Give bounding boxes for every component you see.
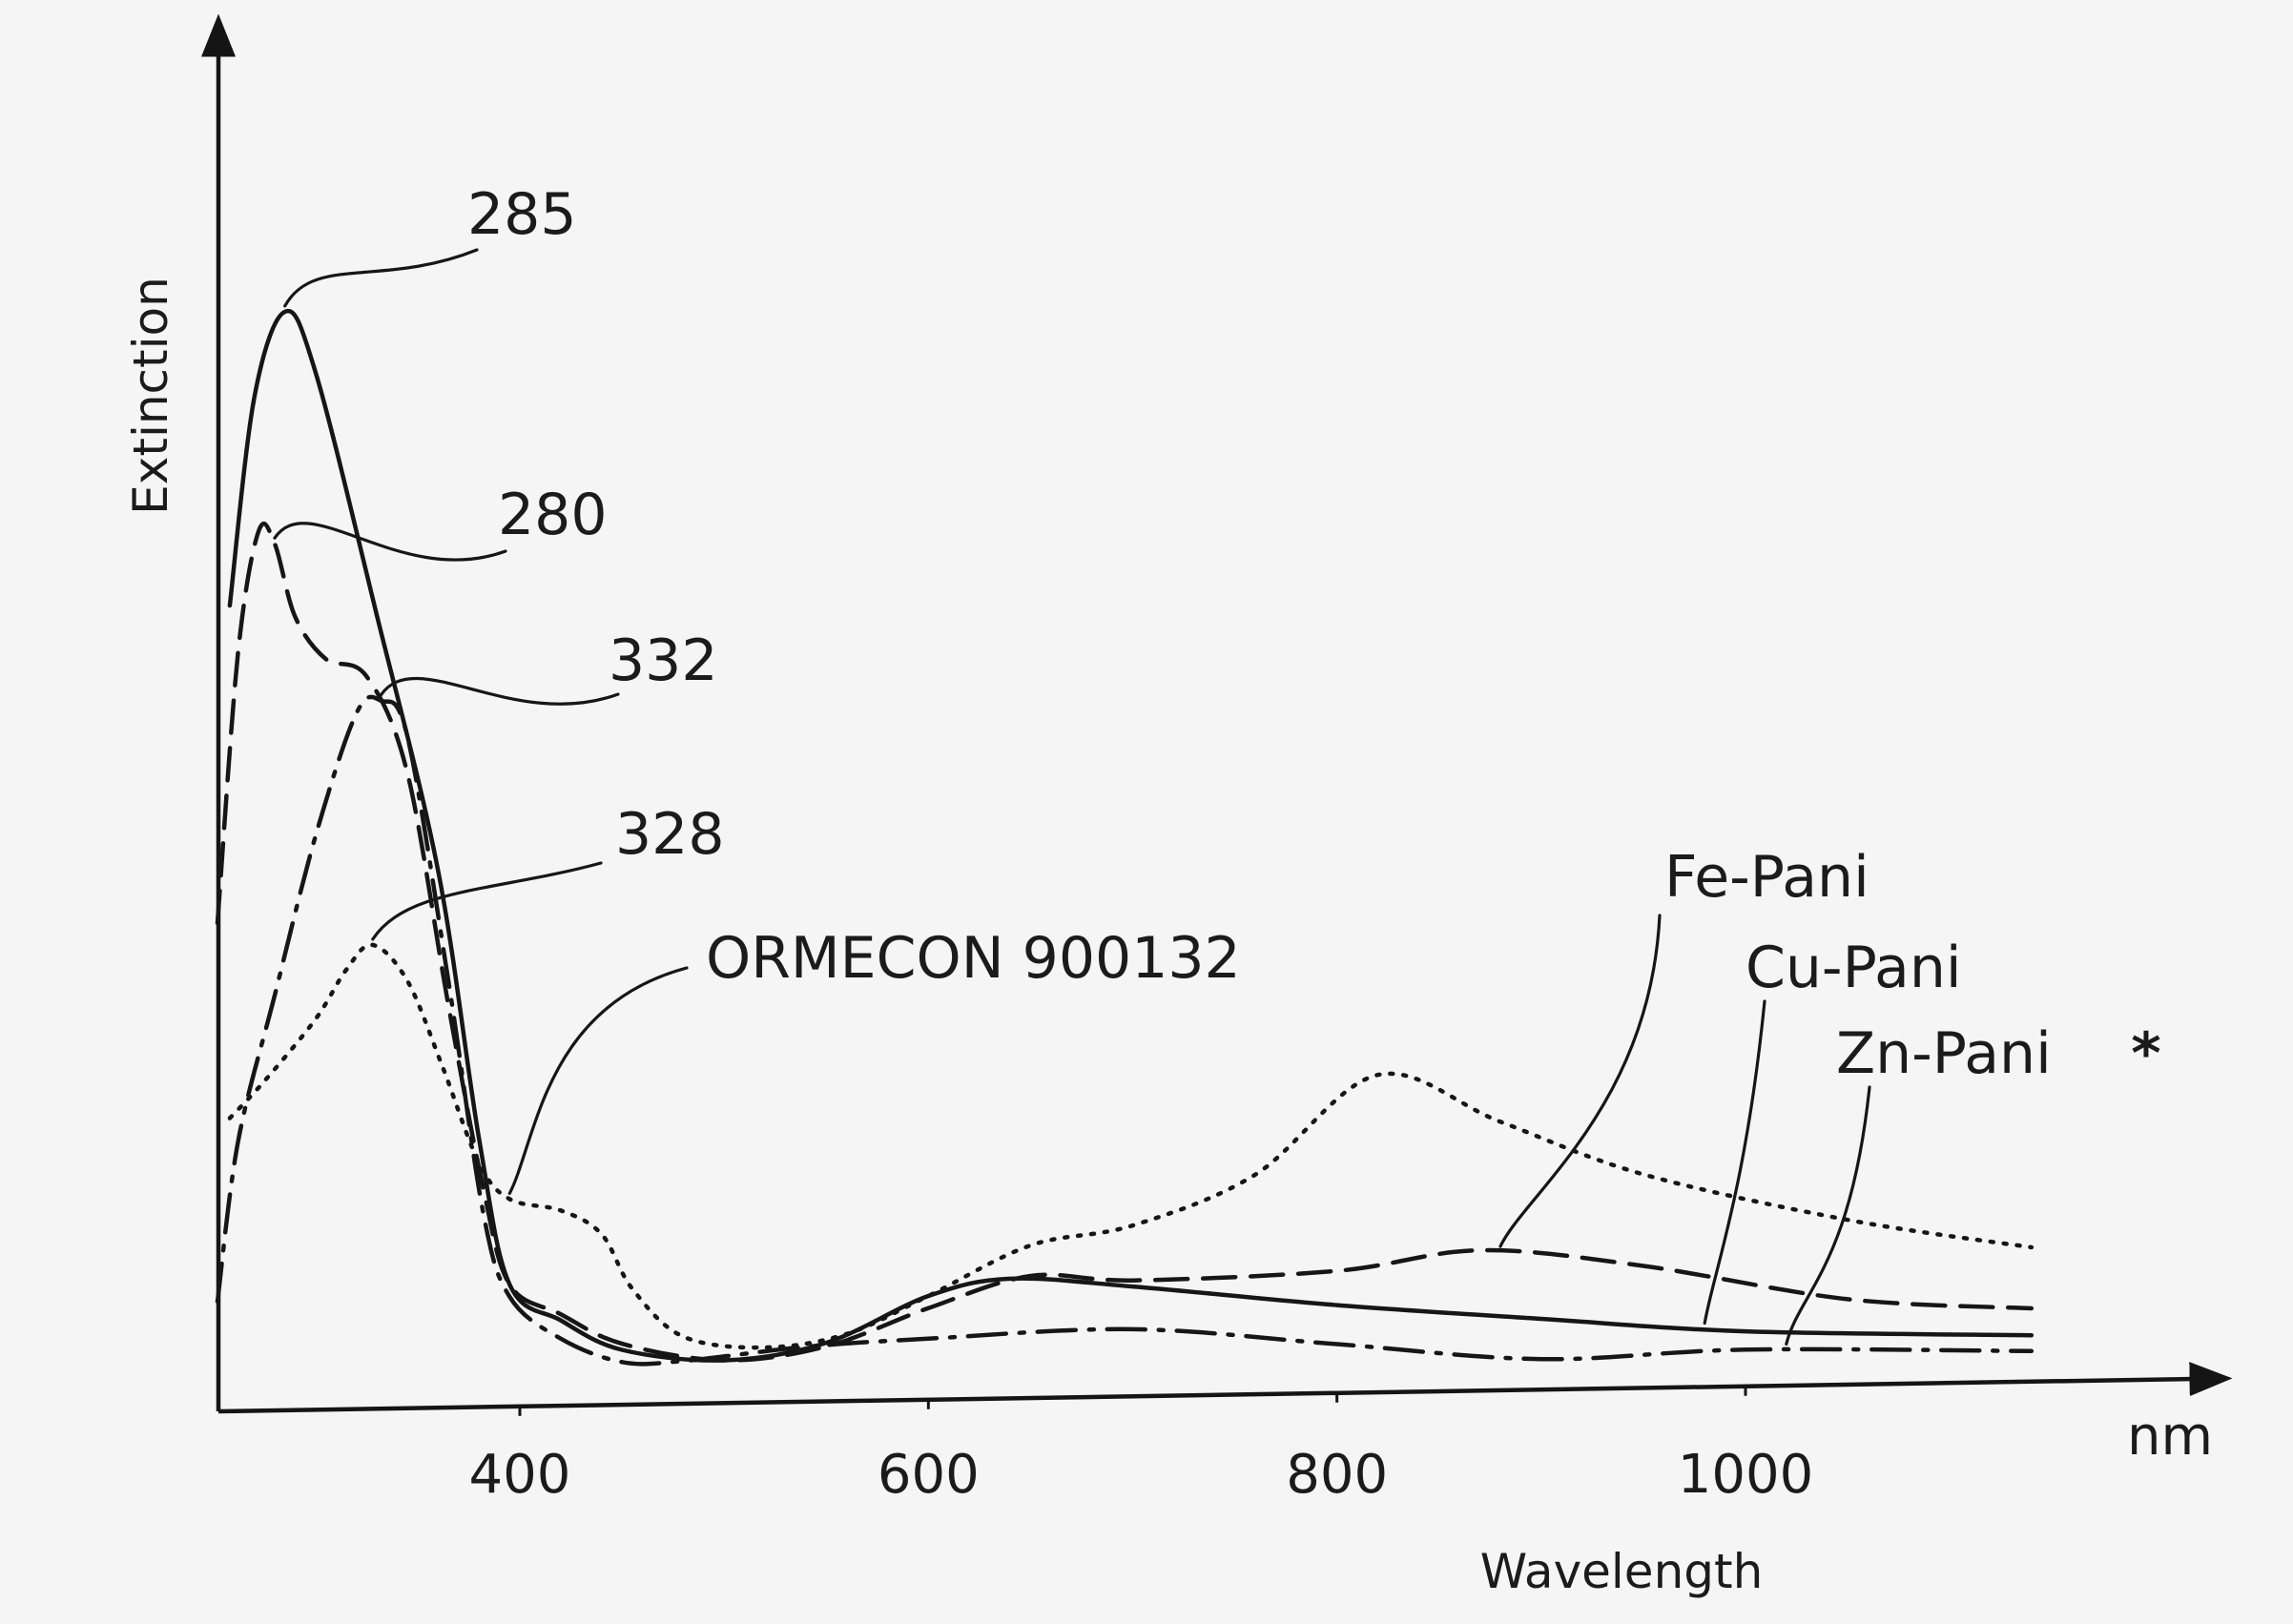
x-tick-label-800: 800: [1286, 1444, 1388, 1506]
annotation-cu-pani: Cu-Pani: [1746, 935, 1962, 1001]
x-tick-labels: 400 600 800 1000: [469, 1386, 1814, 1506]
x-axis-unit: nm: [2127, 1406, 2213, 1468]
annotation-ormecon-900132: ORMECON 900132: [706, 925, 1241, 992]
series-lines: [215, 308, 2035, 1367]
annotation-asterisk: *: [2131, 1020, 2160, 1087]
x-tick-label-400: 400: [469, 1444, 571, 1506]
x-tick-label-600: 600: [878, 1444, 980, 1506]
x-tick-label-1000: 1000: [1678, 1444, 1814, 1506]
series-line-cu-pani: [227, 308, 2035, 1363]
annotation-332: 332: [609, 627, 718, 694]
series-line-ormecon-900132: [227, 942, 2035, 1350]
series-line-zn-pani: [215, 694, 2035, 1367]
x-axis-line: [217, 1362, 2233, 1414]
annotation-leaders: [273, 248, 1871, 1346]
y-axis-title: Extinction: [123, 277, 178, 515]
series-line-fe-pani: [215, 522, 2035, 1363]
annotation-fe-pani: Fe-Pani: [1664, 844, 1870, 911]
x-axis-title: Wavelength: [1480, 1544, 1764, 1599]
annotation-328: 328: [615, 801, 725, 868]
leader-line-zn-pani: [1785, 1085, 1871, 1346]
annotation-285: 285: [467, 181, 577, 248]
leader-line-280: [273, 522, 507, 562]
annotation-zn-pani: Zn-Pani: [1836, 1020, 2052, 1087]
leader-line-fe-pani: [1498, 914, 1662, 1248]
leader-line-328: [371, 861, 603, 941]
leader-line-285: [283, 248, 479, 308]
leader-line-cu-pani: [1703, 999, 1766, 1326]
annotation-280: 280: [498, 482, 608, 548]
annotation-labels: 285 280 332 328 ORMECON 900132 Fe-Pani Cu-Pani…: [467, 181, 2161, 1087]
leader-line-ormecon-900132: [507, 966, 689, 1195]
leader-line-332: [379, 676, 620, 706]
